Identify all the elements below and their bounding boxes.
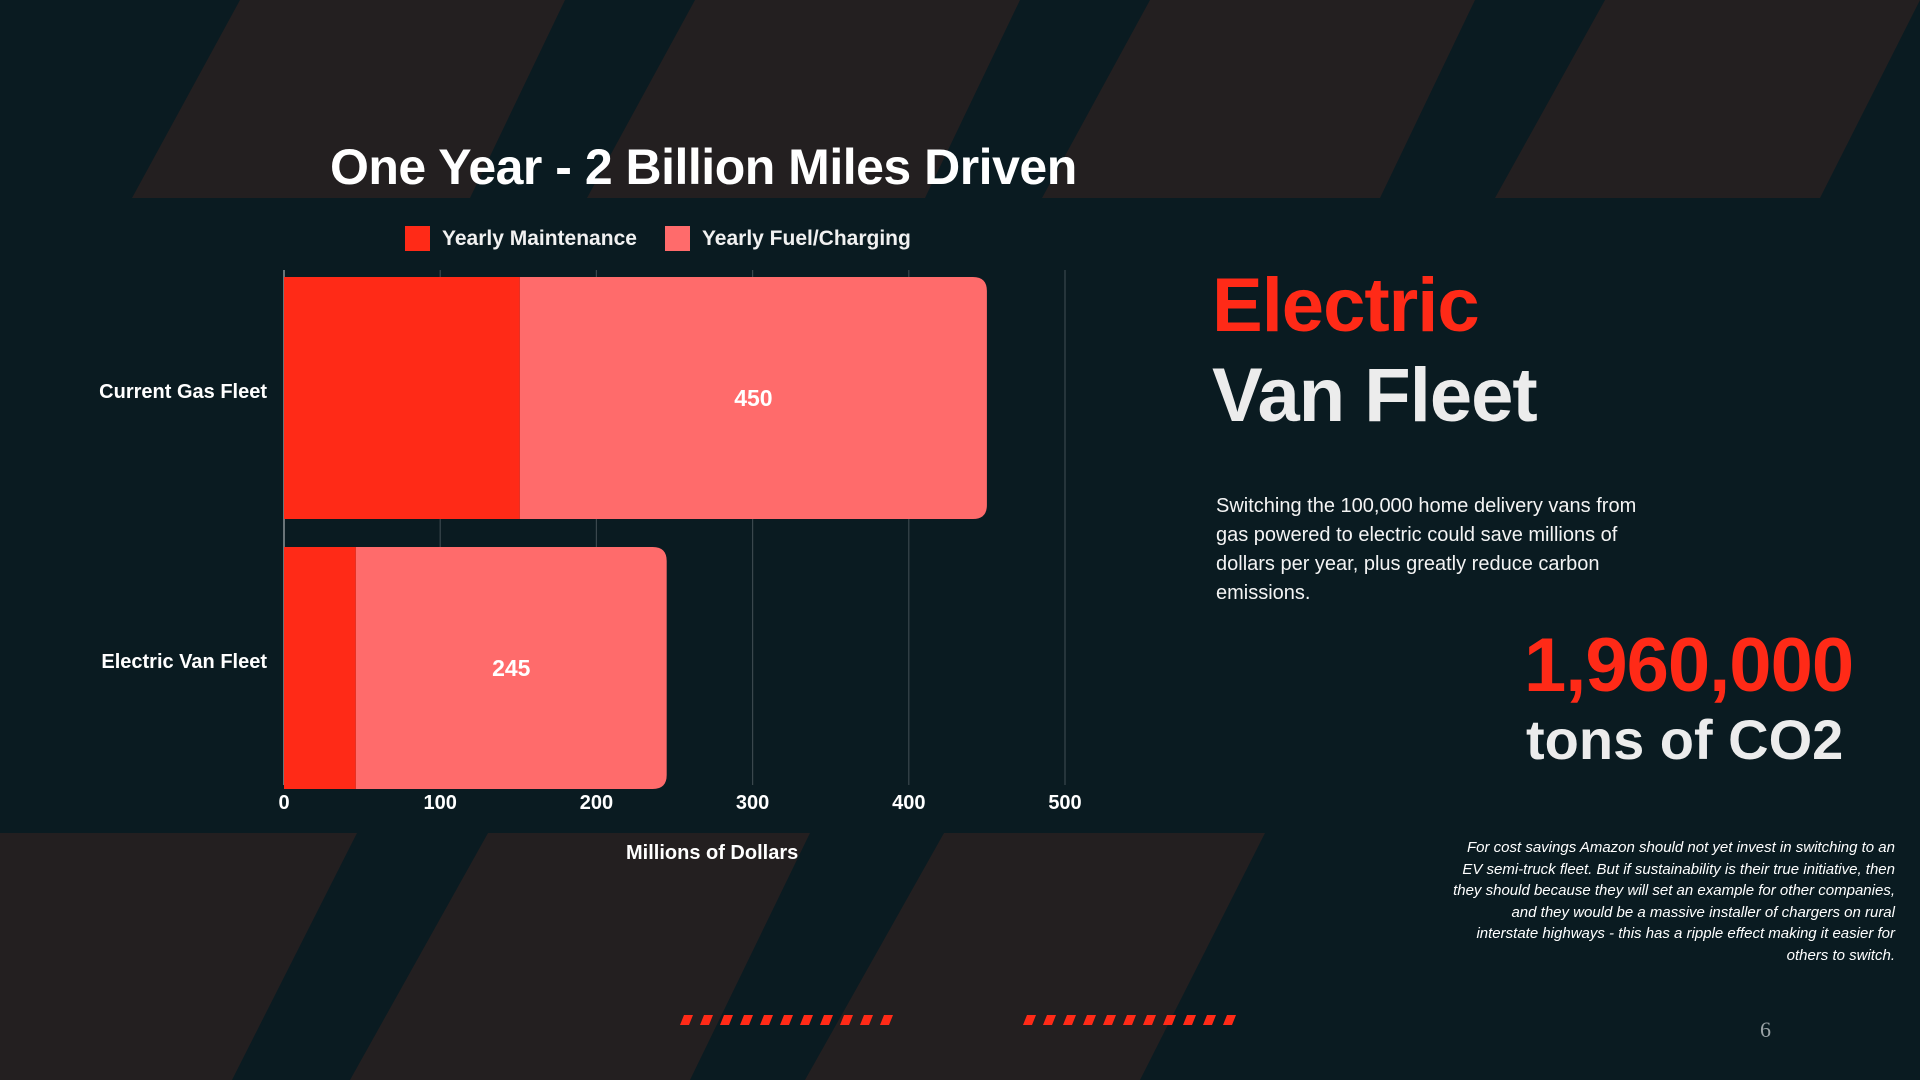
co2-stat-value: 1,960,000 [1524,623,1854,708]
stripe [1042,0,1475,198]
stripe [587,0,1020,198]
decorative-dash [1043,1015,1056,1025]
legend-label-fuel: Yearly Fuel/Charging [701,226,911,250]
legend-item-maintenance: Yearly Maintenance [405,226,637,251]
x-tick-label: 300 [736,792,769,814]
legend-item-fuel: Yearly Fuel/Charging [664,226,911,251]
category-label: Current Gas Fleet [99,381,267,403]
decorative-dash [820,1015,833,1025]
body-paragraph: Switching the 100,000 home delivery vans… [1216,495,1637,604]
decorative-dash [1163,1015,1176,1025]
bar-total-label: 450 [734,385,772,411]
x-tick-label: 0 [278,792,289,814]
bar-total-label: 245 [492,655,531,681]
decorative-dash [1223,1015,1236,1025]
footnote: For cost savings Amazon should not yet i… [1453,839,1895,964]
chart-title: One Year - 2 Billion Miles Driven [330,139,1077,195]
bar-segment [284,547,356,789]
bar-segment [355,547,667,789]
heading-van-fleet: Van Fleet [1212,353,1538,438]
bar-segment [519,277,987,519]
page-number: 6 [1760,1017,1771,1042]
x-tick-label: 100 [424,792,457,814]
decorative-dash [680,1015,693,1025]
x-tick-label: 500 [1048,792,1081,814]
decorative-dash [1103,1015,1116,1025]
legend-swatch-fuel [664,226,690,251]
decorative-dash [1203,1015,1216,1025]
stripe [132,0,565,198]
decorative-dash [1023,1015,1036,1025]
heading-electric: Electric [1212,263,1480,348]
stripe [350,833,810,1080]
decorative-dash [800,1015,813,1025]
co2-stat-label: tons of CO2 [1526,708,1844,771]
legend-swatch-maintenance [405,226,430,251]
decorative-dash [1183,1015,1196,1025]
decorative-dash [840,1015,853,1025]
category-label: Electric Van Fleet [101,651,267,673]
decorative-dash [740,1015,753,1025]
decorative-dash [720,1015,733,1025]
decorative-dash [1083,1015,1096,1025]
decorative-dash [1143,1015,1156,1025]
legend-label-maintenance: Yearly Maintenance [442,226,637,250]
decorative-dash [700,1015,713,1025]
decorative-dash [780,1015,793,1025]
decorative-dash [760,1015,773,1025]
stripe [0,833,357,1080]
stripe [1495,0,1920,198]
x-tick-label: 200 [580,792,613,814]
x-axis-label: Millions of Dollars [626,842,799,864]
chart-legend: Yearly Maintenance Yearly Fuel/Charging [405,226,939,251]
decorative-dash [1123,1015,1136,1025]
decorative-dash [880,1015,893,1025]
x-tick-label: 400 [892,792,925,814]
decorative-dash [860,1015,873,1025]
decorative-dash [1063,1015,1076,1025]
bar-segment [284,277,520,519]
